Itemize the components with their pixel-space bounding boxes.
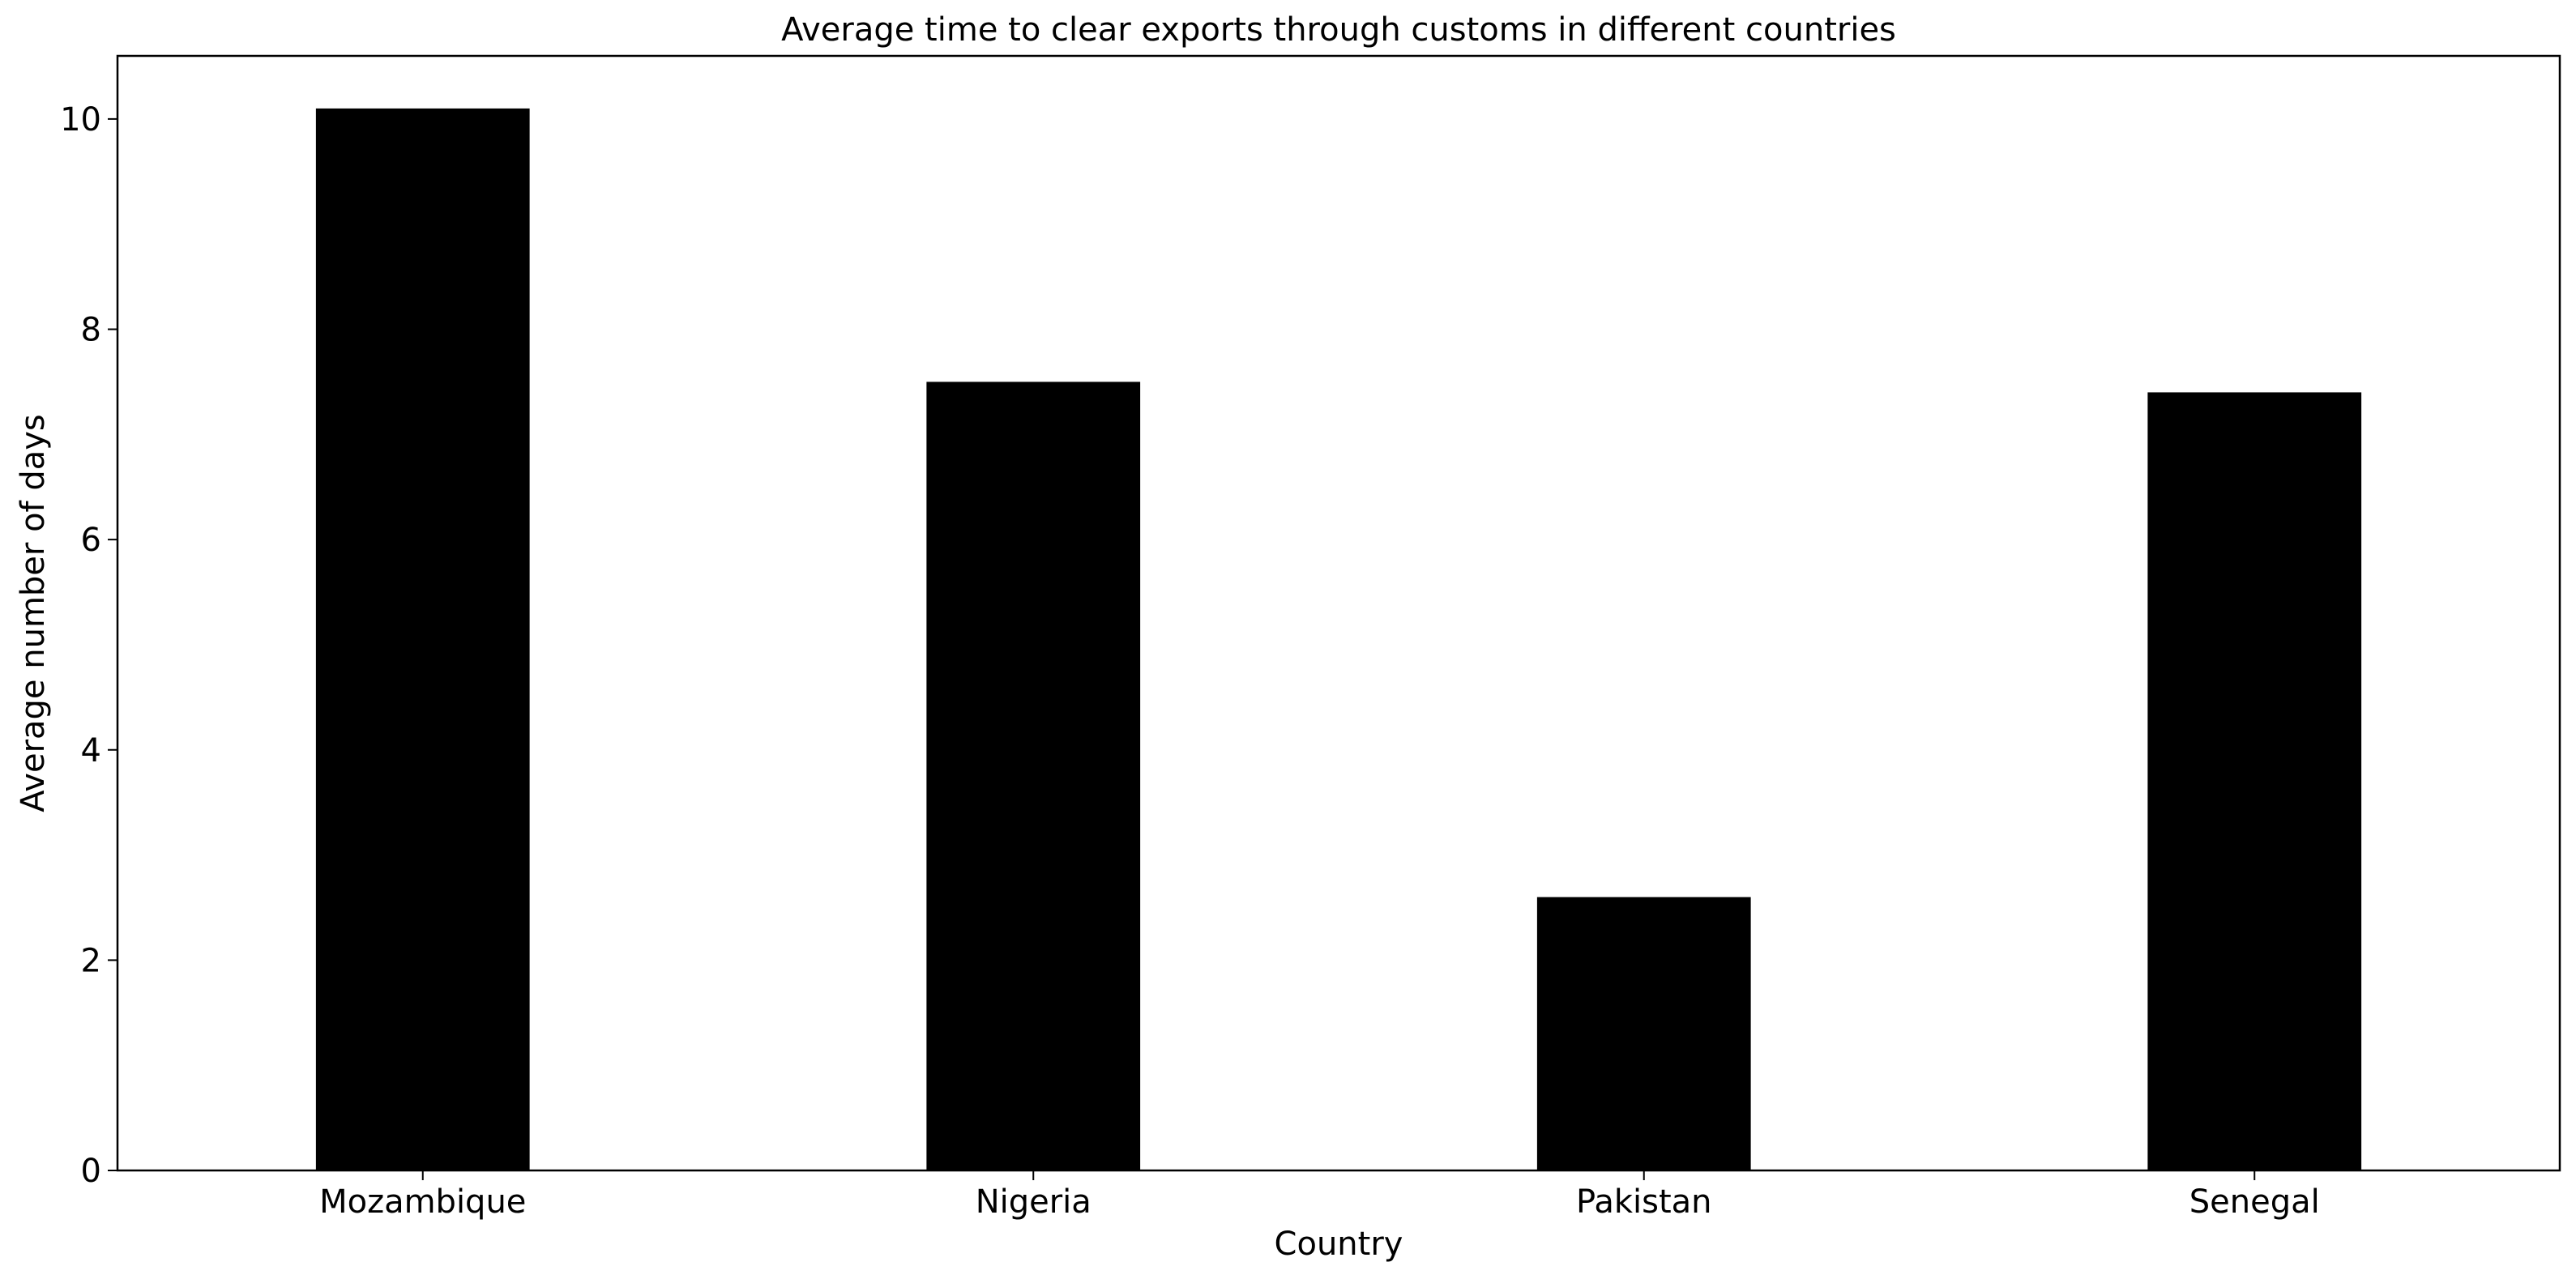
y-tick-label: 2 <box>81 942 101 979</box>
y-axis-label: Average number of days <box>15 414 52 812</box>
y-tick-label: 0 <box>81 1153 101 1190</box>
x-tick-label: Senegal <box>2189 1183 2320 1221</box>
y-tick-label: 6 <box>81 522 101 559</box>
y-tick-label: 8 <box>81 312 101 349</box>
bar-mozambique <box>315 108 530 1171</box>
y-tick-label: 10 <box>60 101 101 139</box>
x-tick-label: Nigeria <box>976 1183 1091 1221</box>
y-axis-ticks: 0 2 4 6 8 10 <box>60 101 117 1190</box>
bars-group <box>315 108 2362 1171</box>
x-axis-ticks: Mozambique Nigeria Pakistan Senegal <box>319 1170 2320 1221</box>
y-tick-label: 4 <box>81 732 101 770</box>
chart-title: Average time to clear exports through cu… <box>781 11 1896 49</box>
bar-nigeria <box>926 382 1141 1170</box>
x-axis-label: Country <box>1275 1226 1403 1263</box>
bar-senegal <box>2147 392 2362 1170</box>
x-tick-label: Mozambique <box>319 1183 526 1221</box>
plot-frame <box>116 54 2561 1172</box>
bar-pakistan <box>1536 897 1751 1170</box>
x-tick-label: Pakistan <box>1576 1183 1712 1221</box>
